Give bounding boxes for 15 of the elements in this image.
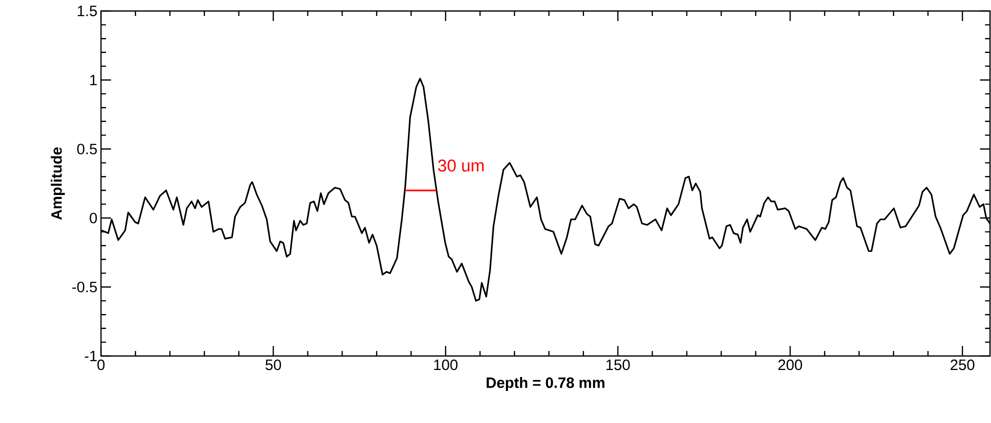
annotation: 30 um [438,160,484,172]
y-tick-label: 0.5 [77,144,97,154]
x-axis-title: Depth = 0.78 mm [486,376,604,391]
x-tick-label: 200 [778,360,802,370]
x-tick-label: 250 [950,360,974,370]
y-tick-label: 1 [90,74,97,86]
x-tick-label: 50 [266,360,282,370]
x-tick-label: 100 [434,360,458,370]
y-axis-title: Amplitude [50,147,65,220]
y-tick-label: -1 [84,350,97,362]
y-tick-label: 0 [90,212,97,224]
x-tick-label: 150 [606,360,630,370]
x-tick-label: 0 [97,360,105,370]
y-tick-label: -0.5 [72,282,97,292]
y-tick-label: 1.5 [78,6,97,16]
